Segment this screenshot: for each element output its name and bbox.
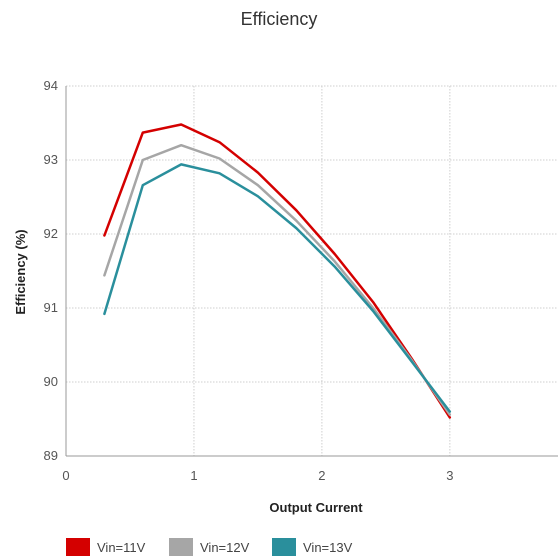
series-line-1: [103, 123, 452, 419]
y-tick-label: 92: [44, 226, 58, 241]
y-tick-labels: 89 90 91 92 93 94: [44, 78, 58, 463]
x-axis-label: Output Current: [269, 500, 363, 515]
y-tick-label: 90: [44, 374, 58, 389]
x-tick-label: 0: [62, 468, 69, 483]
series-line-3: [103, 163, 452, 413]
chart-title: Efficiency: [241, 9, 318, 29]
series-line-2: [103, 143, 452, 416]
y-tick-label: 93: [44, 152, 58, 167]
x-tick-labels: 0 1 2 3: [62, 468, 453, 483]
y-tick-label: 89: [44, 448, 58, 463]
x-tick-label: 1: [190, 468, 197, 483]
legend-label: Vin=12V: [200, 540, 250, 555]
legend-item: Vin=11V: [66, 538, 146, 556]
legend-swatch: [66, 538, 90, 556]
legend-label: Vin=13V: [303, 540, 353, 555]
legend-item: Vin=12V: [169, 538, 250, 556]
legend-label: Vin=11V: [97, 540, 146, 555]
y-tick-label: 91: [44, 300, 58, 315]
y-tick-label: 94: [44, 78, 58, 93]
legend-item: Vin=13V: [272, 538, 353, 556]
legend-swatch: [272, 538, 296, 556]
y-axis-label: Efficiency (%): [13, 229, 28, 314]
x-tick-label: 2: [318, 468, 325, 483]
x-tick-label: 3: [446, 468, 453, 483]
legend-swatch: [169, 538, 193, 556]
legend: Vin=11V Vin=12V Vin=13V: [66, 538, 353, 556]
series-lines: [103, 123, 452, 419]
